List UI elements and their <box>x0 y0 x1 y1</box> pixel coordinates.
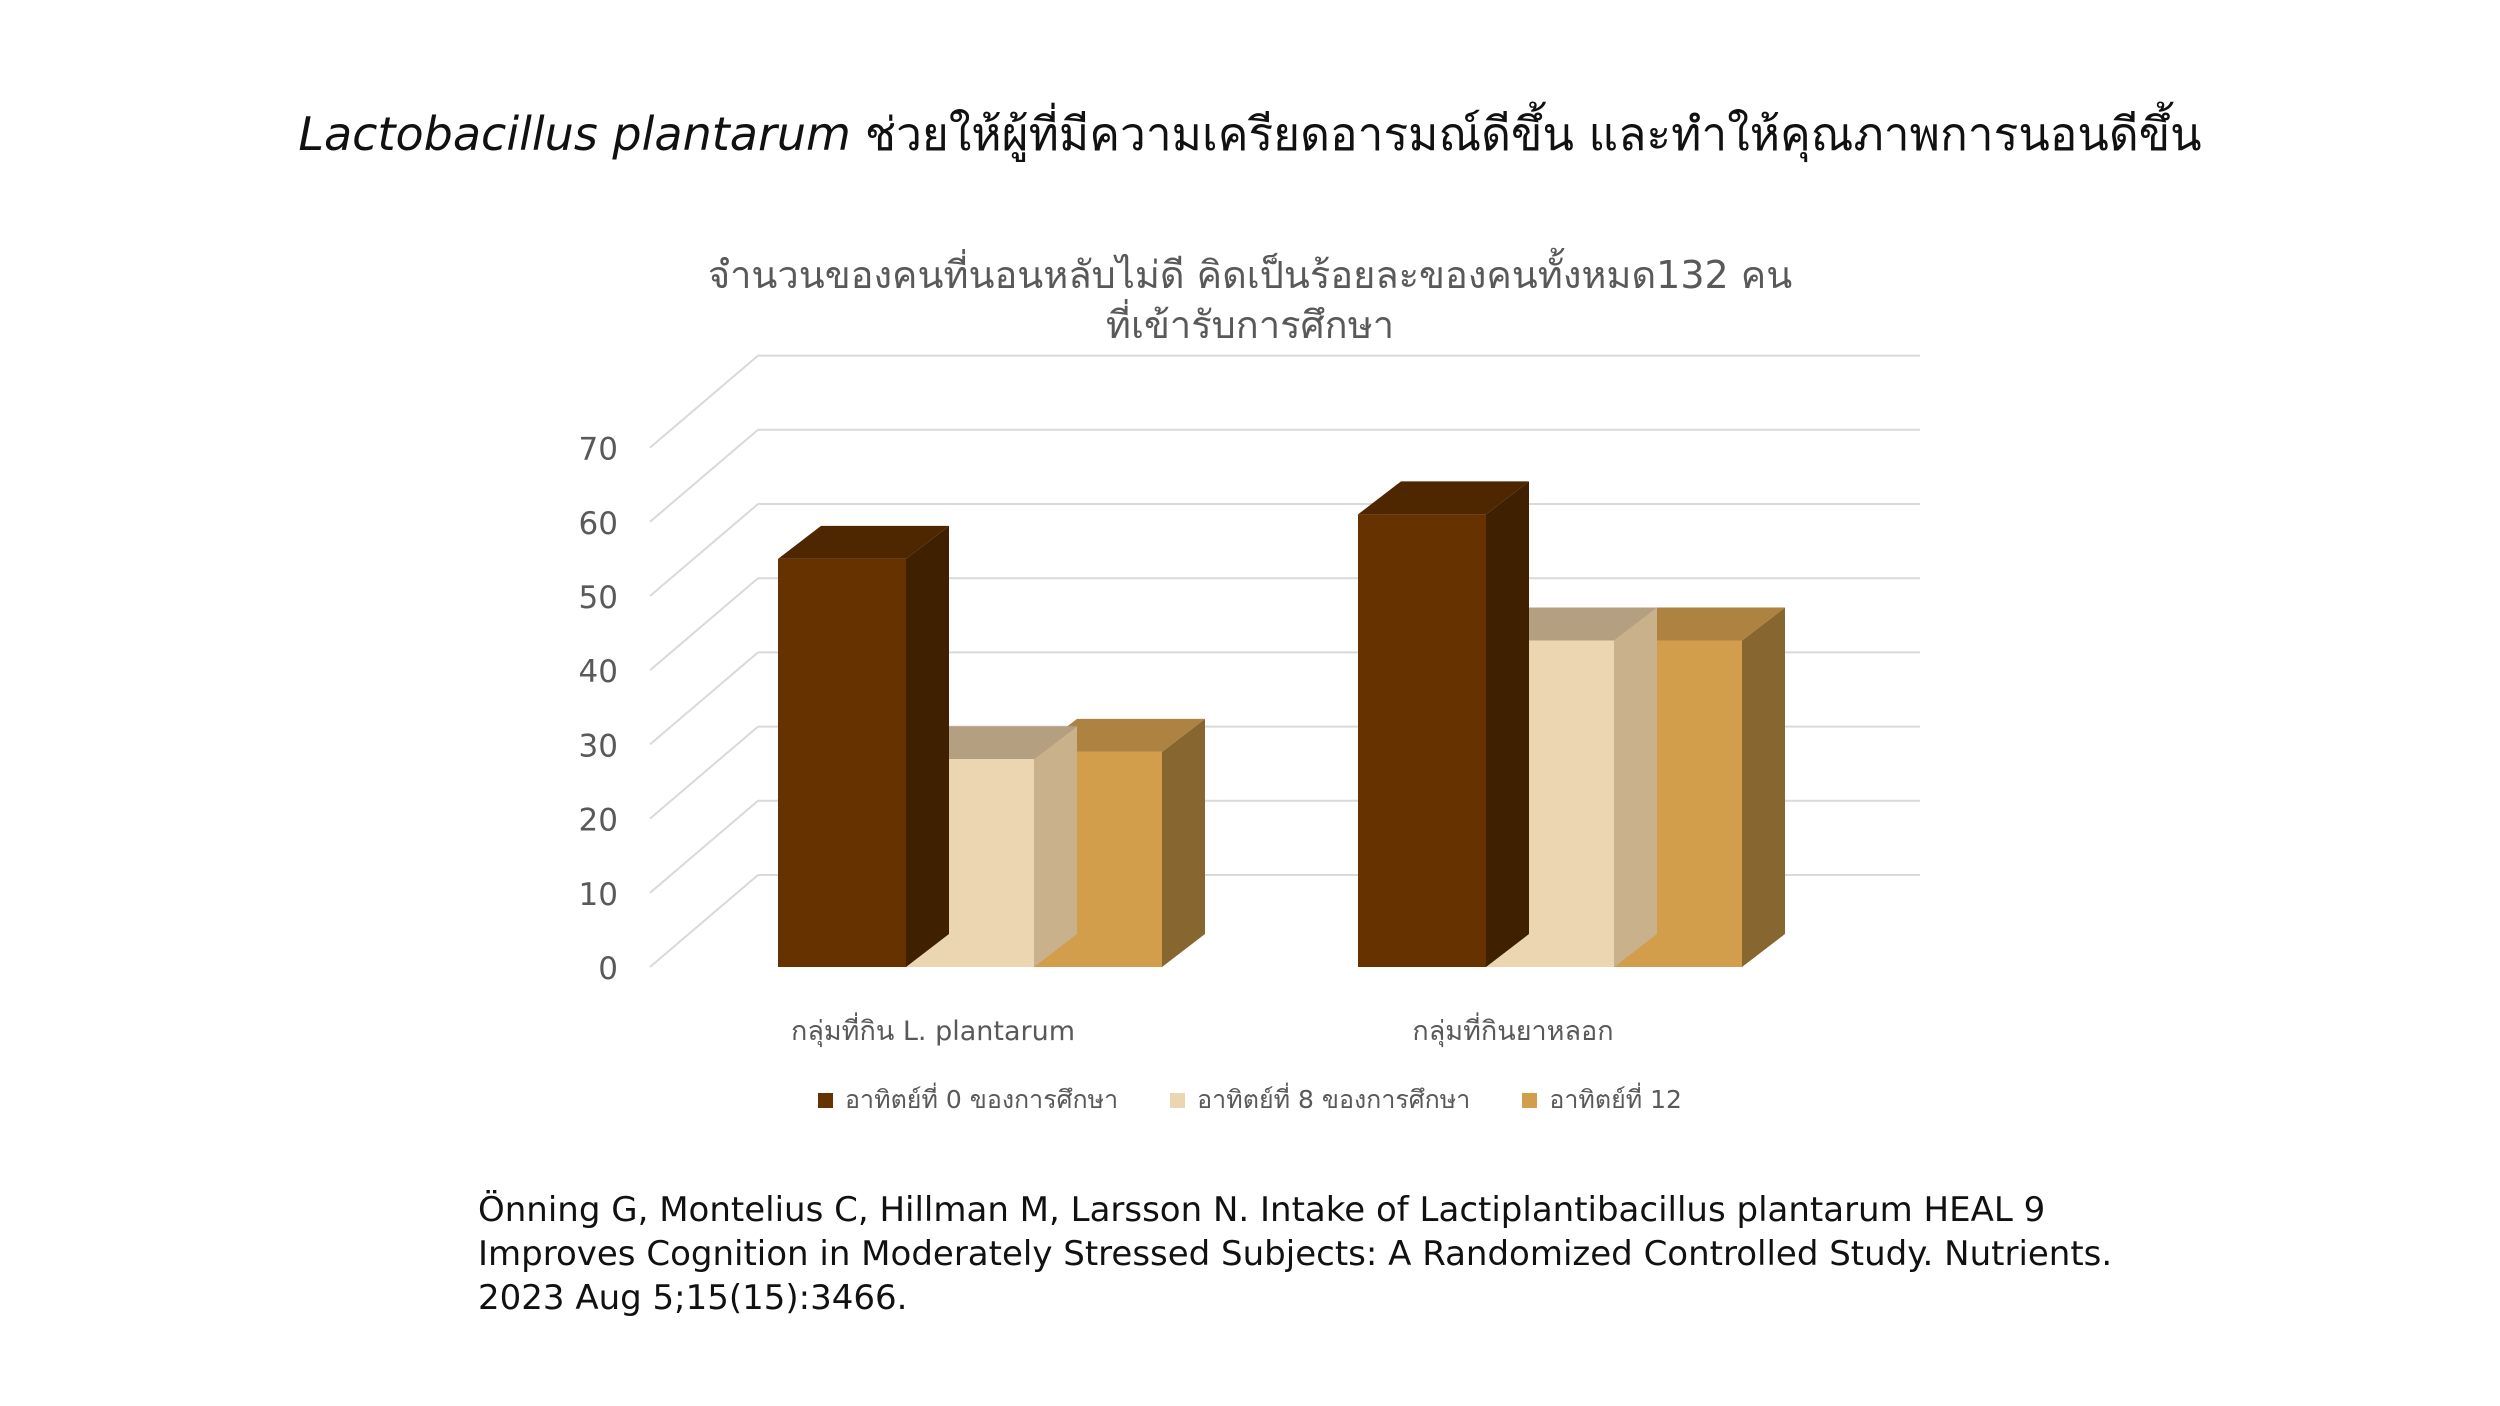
legend-swatch <box>818 1092 834 1108</box>
chart-title-line2: ที่เข้ารับการศึกษา <box>1105 303 1395 347</box>
bar-side <box>1742 607 1785 967</box>
bar-side <box>1162 718 1205 967</box>
y-tick-label: 20 <box>579 803 618 839</box>
y-tick-label: 40 <box>579 654 618 690</box>
gridline-depth <box>649 651 759 746</box>
y-tick-label: 0 <box>598 951 618 987</box>
bar-top <box>778 525 949 559</box>
legend-item: อาทิตย์ที่ 12 <box>1522 1080 1682 1120</box>
legend-label: อาทิตย์ที่ 0 ของการศึกษา <box>845 1085 1119 1114</box>
y-tick-label: 10 <box>579 877 618 913</box>
bar-side <box>1614 607 1657 967</box>
x-category-label: กลุ่มที่กิน L. plantarum <box>791 1012 1075 1048</box>
bar <box>1358 514 1486 967</box>
gridline-depth <box>649 577 759 671</box>
legend-swatch <box>1522 1092 1538 1108</box>
chart-title-line1: จำนวนของคนที่นอนหลับไม่ดี คิดเป็นร้อยละข… <box>707 253 1793 297</box>
gridline-depth <box>649 429 759 523</box>
gridline-depth <box>649 503 759 597</box>
gridline-depth <box>649 725 759 820</box>
legend-item: อาทิตย์ที่ 0 ของการศึกษา <box>818 1080 1118 1120</box>
bar-top <box>1358 481 1529 515</box>
gridline-depth <box>649 874 759 968</box>
citation: Önning G, Montelius C, Hillman M, Larsso… <box>478 1190 2113 1318</box>
bar <box>778 558 906 967</box>
gridline-depth <box>649 800 759 894</box>
chart-title: จำนวนของคนที่นอนหลับไม่ดี คิดเป็นร้อยละข… <box>0 250 2500 350</box>
slide-title-species: Lactobacillus plantarum <box>298 107 851 161</box>
legend-swatch <box>1170 1092 1186 1108</box>
slide-title-text: ช่วยให้ผู้ที่มีความเครียดอารมณ์ดีขึ้น แล… <box>864 107 2202 161</box>
y-tick-label: 70 <box>579 432 618 468</box>
bar-side <box>1034 726 1077 967</box>
gridline-depth <box>649 354 759 449</box>
legend-item: อาทิตย์ที่ 8 ของการศึกษา <box>1170 1080 1470 1120</box>
legend-label: อาทิตย์ที่ 8 ของการศึกษา <box>1197 1085 1471 1114</box>
chart-legend: อาทิตย์ที่ 0 ของการศึกษา อาทิตย์ที่ 8 ของ… <box>0 1080 2500 1120</box>
slide-title: Lactobacillus plantarum ช่วยให้ผู้ที่มีคว… <box>0 98 2500 171</box>
y-tick-label: 30 <box>579 728 618 764</box>
bar-side <box>1486 481 1529 967</box>
y-tick-label: 50 <box>579 580 618 616</box>
y-tick-label: 60 <box>579 506 618 542</box>
bar-side <box>906 525 949 967</box>
legend-label: อาทิตย์ที่ 12 <box>1549 1085 1682 1114</box>
x-category-label: กลุ่มที่กินยาหลอก <box>1412 1012 1613 1048</box>
